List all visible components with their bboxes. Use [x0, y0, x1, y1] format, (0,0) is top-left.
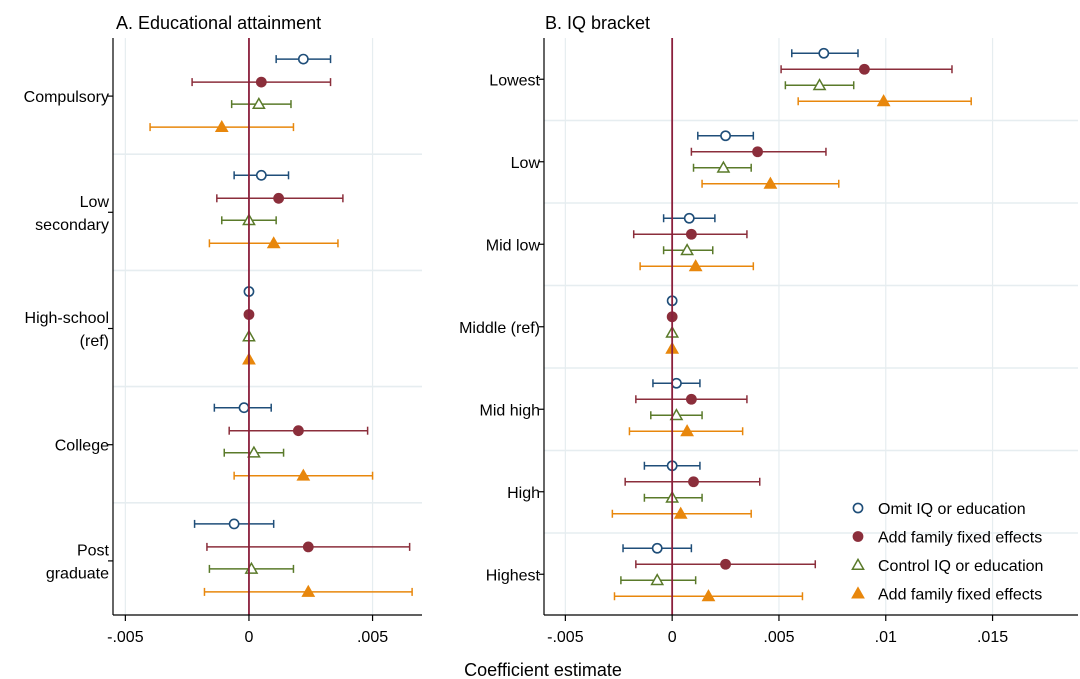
point-estimate — [255, 76, 267, 88]
y-category-label: College — [55, 438, 109, 455]
x-tick-label: .01 — [875, 629, 897, 646]
y-category-label: Lowest — [489, 72, 540, 89]
point-estimate — [688, 259, 703, 272]
legend-marker — [851, 557, 865, 570]
point-estimate — [292, 425, 304, 437]
point-estimate — [876, 94, 891, 107]
x-axis-label: Coefficient estimate — [464, 660, 622, 679]
point-estimate — [720, 558, 731, 570]
legend-marker — [852, 531, 864, 542]
point-estimate — [716, 160, 731, 173]
x-tick-label: -.005 — [547, 629, 584, 646]
point-estimate — [671, 377, 682, 389]
point-estimate — [720, 130, 731, 142]
panel-b: B. IQ bracket -.005 0 .005 .01 .015 Lowest Low… — [459, 13, 1078, 646]
panel-b-title: B. IQ bracket — [545, 13, 650, 33]
y-category-label: Post — [77, 542, 110, 559]
point-estimate — [228, 518, 240, 530]
legend-marker — [852, 502, 864, 514]
legend-label: Add family fixed effects — [878, 587, 1042, 604]
legend-label: Omit IQ or education — [878, 501, 1026, 518]
x-tick-label: 0 — [245, 629, 254, 646]
point-estimate — [701, 589, 716, 602]
point-estimate — [752, 146, 763, 158]
legend-label: Add family fixed effects — [878, 530, 1042, 547]
x-tick-label: .005 — [357, 629, 388, 646]
point-estimate — [651, 542, 663, 554]
x-tick-label: -.005 — [107, 629, 144, 646]
y-category-label: Mid high — [480, 402, 540, 419]
point-estimate — [214, 119, 229, 133]
point-estimate — [763, 176, 778, 189]
point-estimate — [296, 468, 311, 481]
point-estimate — [273, 192, 285, 204]
point-estimate — [683, 212, 695, 224]
legend: Omit IQ or education Add family fixed eff… — [851, 501, 1043, 604]
point-estimate — [680, 243, 695, 256]
point-estimate — [688, 476, 699, 488]
point-estimate — [302, 541, 314, 553]
point-estimate — [818, 47, 830, 59]
point-estimate — [266, 236, 281, 249]
point-estimate — [255, 169, 267, 181]
point-estimate — [859, 63, 870, 75]
legend-marker — [851, 586, 865, 599]
y-category-label: High — [507, 485, 540, 502]
y-category-label: (ref) — [80, 333, 109, 350]
point-estimate — [650, 573, 665, 586]
point-estimate — [297, 53, 309, 65]
y-category-label: Compulsory — [24, 89, 109, 106]
panel-a: A. Educational attainment -.005 0 .005 Comp… — [24, 13, 422, 646]
point-estimate — [685, 393, 697, 405]
y-category-label: Highest — [486, 567, 541, 584]
y-category-label: secondary — [35, 217, 109, 234]
point-estimate — [238, 402, 250, 414]
y-category-label: Middle (ref) — [459, 320, 540, 337]
point-estimate — [685, 228, 697, 240]
point-estimate — [669, 408, 684, 421]
y-category-label: Mid low — [486, 237, 541, 254]
point-estimate — [812, 78, 827, 91]
x-tick-label: .015 — [977, 629, 1008, 646]
y-category-label: High-school — [25, 310, 109, 327]
point-estimate — [251, 96, 266, 110]
point-estimate — [680, 424, 695, 437]
point-estimate — [673, 506, 688, 519]
x-tick-label: 0 — [668, 629, 677, 646]
y-category-label: Low — [80, 194, 110, 211]
point-estimate — [301, 584, 316, 597]
y-category-label: graduate — [46, 565, 109, 582]
panel-a-title: A. Educational attainment — [116, 13, 321, 33]
x-tick-label: .005 — [763, 629, 794, 646]
y-category-label: Low — [511, 155, 541, 172]
point-estimate — [247, 445, 261, 458]
legend-label: Control IQ or education — [878, 558, 1043, 575]
